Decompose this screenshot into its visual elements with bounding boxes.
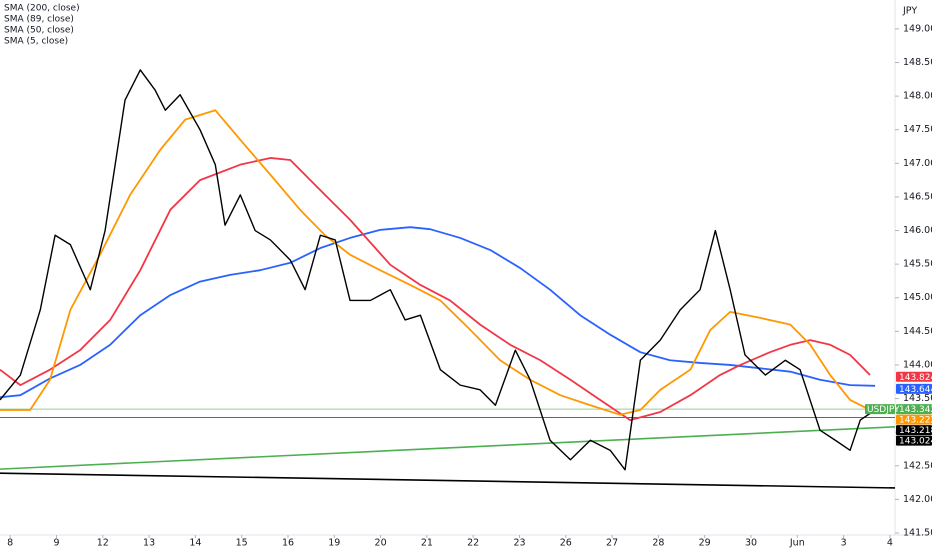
legend-entry: SMA (5, close) [4, 37, 68, 47]
y-tick-label: 146.500 [903, 191, 932, 202]
y-tick-label: 144.000 [903, 359, 932, 370]
x-tick-label: 16 [282, 538, 294, 549]
x-tick-label: 12 [97, 538, 109, 549]
price-tag [896, 371, 932, 382]
legend-entry: SMA (89, close) [4, 15, 74, 25]
price-tag-label: 143.644 [899, 385, 932, 395]
y-tick-label: 149.000 [903, 23, 932, 34]
x-tick-label: 29 [699, 538, 711, 549]
price-tag-label: 143.024 [899, 437, 932, 447]
sma-line [0, 109, 871, 416]
sma-line [0, 69, 876, 471]
x-tick-label: 4 [887, 538, 893, 549]
price-tag-label: 143.222 [899, 416, 932, 426]
x-tick-label: 22 [467, 538, 479, 549]
x-tick-label: 8 [7, 538, 13, 549]
y-tick-label: 142.000 [903, 494, 932, 505]
x-tick-label: 9 [53, 538, 59, 549]
x-tick-label: Jun [789, 538, 805, 549]
y-tick-label: 141.500 [903, 527, 932, 538]
x-tick-label: 20 [375, 538, 387, 549]
price-tag [896, 425, 932, 436]
x-tick-label: 19 [328, 538, 340, 549]
x-tick-label: 27 [606, 538, 618, 549]
symbol-tag [865, 404, 895, 415]
x-tick-label: 30 [745, 538, 757, 549]
price-tag [896, 383, 932, 394]
y-tick-label: 148.500 [903, 57, 932, 68]
y-tick-label: 146.000 [903, 225, 932, 236]
x-tick-label: 23 [513, 538, 525, 549]
sma-line [0, 226, 876, 399]
price-tag-label: 143.218 [899, 426, 932, 436]
x-tick-label: 28 [652, 538, 664, 549]
x-tick-label: 13 [143, 538, 155, 549]
x-tick-label: 14 [189, 538, 201, 549]
y-tick-label: 147.000 [903, 158, 932, 169]
legend-entry: SMA (200, close) [4, 4, 80, 14]
price-tag-label: 143.342 [899, 405, 932, 415]
y-tick-label: 147.500 [903, 124, 932, 135]
price-tag [896, 404, 932, 415]
axis-title: JPY [902, 6, 917, 17]
y-tick-label: 144.500 [903, 326, 932, 337]
price-tag-label: 143.824 [899, 373, 932, 383]
symbol-tag-label: USDJPY [867, 405, 900, 415]
y-tick-label: 143.500 [903, 393, 932, 404]
sma-line [0, 157, 871, 421]
x-tick-label: 26 [560, 538, 572, 549]
price-tag [896, 414, 932, 425]
x-tick-label: 15 [236, 538, 248, 549]
x-tick-label: 21 [421, 538, 433, 549]
y-tick-label: 148.000 [903, 91, 932, 102]
trendline [0, 425, 896, 470]
y-tick-label: 145.500 [903, 259, 932, 270]
legend-entry: SMA (50, close) [4, 26, 74, 36]
price-tag [896, 435, 932, 446]
y-tick-label: 145.000 [903, 292, 932, 303]
trendline [0, 472, 896, 489]
y-tick-label: 142.500 [903, 460, 932, 471]
x-tick-label: 3 [841, 538, 847, 549]
